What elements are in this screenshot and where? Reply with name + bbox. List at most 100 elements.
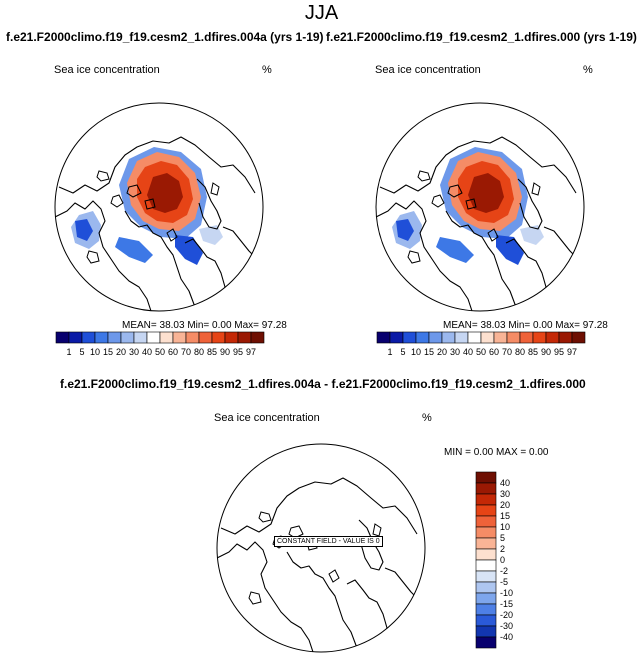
diff-colorbar-box bbox=[475, 471, 497, 484]
ice-region-7 bbox=[496, 235, 524, 265]
colorbar-box bbox=[441, 331, 456, 344]
page-title: JJA bbox=[304, 2, 339, 24]
ice-region-5 bbox=[75, 219, 93, 241]
coastline-0 bbox=[220, 477, 418, 535]
colorbar-box bbox=[376, 331, 391, 344]
coastline-4 bbox=[543, 226, 579, 260]
diff-panel-title: f.e21.F2000climo.f19_f19.cesm2_1.dfires.… bbox=[60, 377, 586, 391]
coastline-3 bbox=[346, 579, 388, 649]
island-1 bbox=[447, 184, 463, 198]
colorbar-tick-label: 80 bbox=[194, 347, 204, 357]
colorbar-box bbox=[146, 331, 161, 344]
panel-1-variable-label: Sea ice concentration bbox=[54, 64, 160, 76]
ice-region-3 bbox=[147, 173, 183, 213]
diff-colorbar-tick-label: 40 bbox=[500, 478, 510, 488]
colorbar-box bbox=[454, 331, 469, 344]
colorbar-box bbox=[415, 331, 430, 344]
ice-region-1 bbox=[448, 152, 522, 231]
colorbar-box bbox=[467, 331, 482, 344]
map-boundary bbox=[54, 102, 264, 312]
coastline-3 bbox=[505, 238, 547, 308]
colorbar-box bbox=[480, 331, 495, 344]
colorbar-box bbox=[120, 331, 135, 344]
diff-colorbar-box bbox=[475, 592, 497, 605]
island-2 bbox=[144, 198, 156, 210]
ice-region-2 bbox=[137, 161, 193, 223]
constant-field-label: CONSTANT FIELD - VALUE IS 0 bbox=[274, 536, 383, 547]
island-6 bbox=[531, 182, 541, 196]
diff-colorbar-box bbox=[475, 603, 497, 616]
ice-region-8 bbox=[520, 225, 544, 245]
colorbar-box bbox=[68, 331, 83, 344]
diff-colorbar-tick-label: 20 bbox=[500, 500, 510, 510]
colorbar-tick-label: 90 bbox=[220, 347, 230, 357]
diff-colorbar-tick-label: 30 bbox=[500, 489, 510, 499]
colorbar-tick-label: 5 bbox=[79, 347, 84, 357]
colorbar-box bbox=[532, 331, 547, 344]
colorbar-box bbox=[571, 331, 586, 344]
coastline-2 bbox=[445, 210, 517, 308]
panel-1-units-label: % bbox=[262, 64, 272, 76]
island-6 bbox=[210, 182, 220, 196]
island-0 bbox=[258, 511, 272, 523]
diff-colorbar-tick-label: -15 bbox=[500, 599, 513, 609]
island-5 bbox=[407, 250, 421, 264]
colorbar-box bbox=[198, 331, 213, 344]
colorbar-box bbox=[519, 331, 534, 344]
colorbar-tick-label: 95 bbox=[233, 347, 243, 357]
colorbar-box bbox=[159, 331, 174, 344]
island-5 bbox=[86, 250, 100, 264]
map-boundary bbox=[216, 443, 426, 653]
colorbar-tick-label: 85 bbox=[207, 347, 217, 357]
colorbar-tick-label: 95 bbox=[554, 347, 564, 357]
colorbar-tick-label: 20 bbox=[116, 347, 126, 357]
coastline-1 bbox=[376, 200, 473, 311]
diff-colorbar-box bbox=[475, 504, 497, 517]
colorbar-tick-label: 15 bbox=[103, 347, 113, 357]
coastline-2 bbox=[124, 210, 196, 308]
colorbar-tick-label: 60 bbox=[168, 347, 178, 357]
island-3 bbox=[110, 194, 124, 208]
colorbar-box bbox=[558, 331, 573, 344]
colorbar-box bbox=[493, 331, 508, 344]
diff-colorbar-box bbox=[475, 581, 497, 594]
colorbar-box bbox=[428, 331, 443, 344]
island-5 bbox=[248, 591, 262, 605]
colorbar-tick-label: 10 bbox=[90, 347, 100, 357]
diff-colorbar-box bbox=[475, 559, 497, 572]
diff-colorbar-box bbox=[475, 636, 497, 649]
colorbar-box bbox=[172, 331, 187, 344]
colorbar-tick-label: 97 bbox=[246, 347, 256, 357]
diff-panel-variable-label: Sea ice concentration bbox=[214, 412, 320, 424]
diff-colorbar-tick-label: -2 bbox=[500, 566, 508, 576]
ice-region-5 bbox=[396, 219, 414, 241]
panel-2-title: f.e21.F2000climo.f19_f19.cesm2_1.dfires.… bbox=[326, 30, 637, 44]
diff-colorbar-tick-label: 15 bbox=[500, 511, 510, 521]
colorbar-tick-label: 20 bbox=[437, 347, 447, 357]
coastline-0 bbox=[58, 136, 256, 194]
colorbar-box bbox=[224, 331, 239, 344]
colorbar-tick-label: 40 bbox=[142, 347, 152, 357]
diff-colorbar-box bbox=[475, 526, 497, 539]
coastline-5 bbox=[517, 178, 543, 230]
island-2 bbox=[465, 198, 477, 210]
colorbar-tick-label: 97 bbox=[567, 347, 577, 357]
colorbar-box bbox=[185, 331, 200, 344]
diff-colorbar-box bbox=[475, 570, 497, 583]
island-4 bbox=[328, 569, 340, 583]
colorbar-tick-label: 40 bbox=[463, 347, 473, 357]
diff-colorbar-box bbox=[475, 548, 497, 561]
coastline-5 bbox=[196, 178, 222, 230]
diff-colorbar-box bbox=[475, 493, 497, 506]
colorbar-box bbox=[133, 331, 148, 344]
panel-2-variable-label: Sea ice concentration bbox=[375, 64, 481, 76]
colorbar-box bbox=[545, 331, 560, 344]
diff-colorbar-box bbox=[475, 482, 497, 495]
diff-colorbar-tick-label: -30 bbox=[500, 621, 513, 631]
island-0 bbox=[96, 170, 110, 182]
coastline-2 bbox=[286, 551, 358, 649]
diff-colorbar-tick-label: 2 bbox=[500, 544, 505, 554]
diff-colorbar-box bbox=[475, 537, 497, 550]
colorbar-tick-label: 70 bbox=[181, 347, 191, 357]
colorbar-box bbox=[211, 331, 226, 344]
